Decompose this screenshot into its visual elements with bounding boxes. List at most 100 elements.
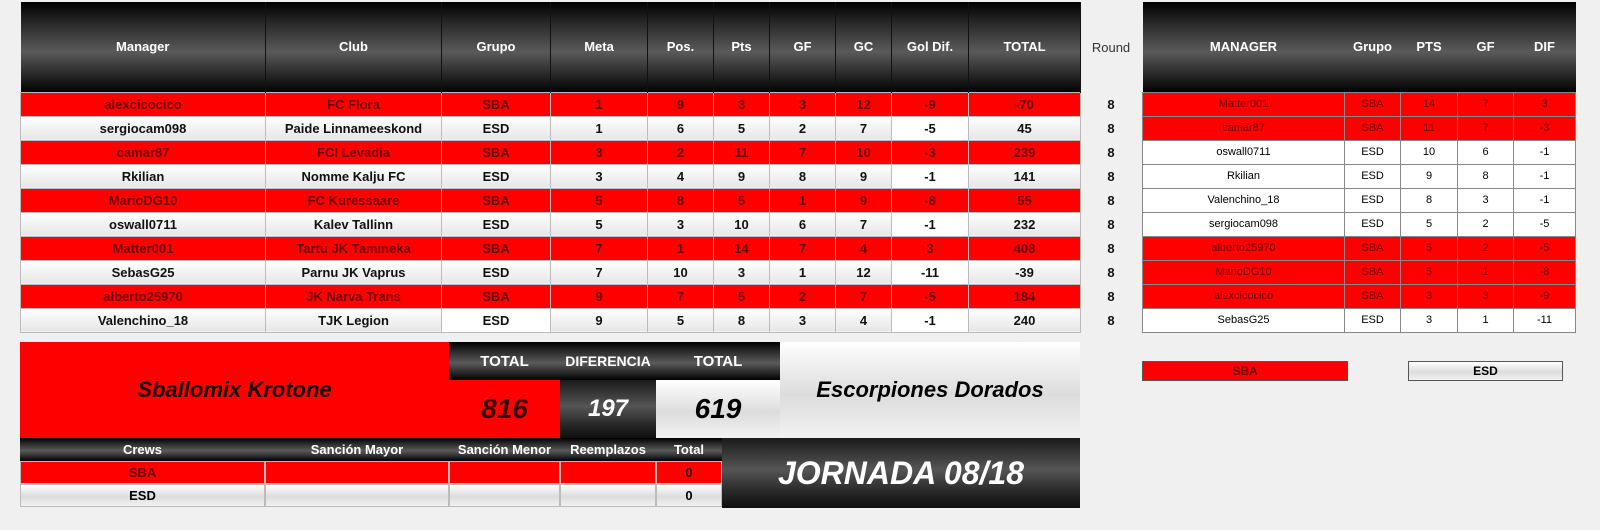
ranking-cell-pts[interactable]: 3 — [1400, 283, 1458, 309]
table-row[interactable]: oswall0711 Kalev Tallinn ESD 5 3 10 6 7 -1 232 — [20, 211, 1081, 237]
ranking-cell-dif[interactable]: -3 — [1513, 115, 1576, 141]
cell-gc[interactable]: 7 — [835, 283, 892, 309]
cell-pos[interactable]: 10 — [647, 259, 714, 285]
ranking-cell-gf[interactable]: 3 — [1457, 187, 1514, 213]
ranking-cell-dif[interactable]: -5 — [1513, 211, 1576, 237]
cell-manager[interactable]: MarioDG10 — [20, 187, 266, 213]
col-header-gf[interactable]: GF — [769, 2, 836, 92]
cell-pos[interactable]: 3 — [647, 211, 714, 237]
cell-total[interactable]: 55 — [968, 187, 1081, 213]
cell-gol-dif[interactable]: -5 — [891, 115, 969, 141]
ranking-cell-manager[interactable]: camar87 — [1142, 115, 1345, 141]
ranking-cell-grupo[interactable]: ESD — [1344, 163, 1401, 189]
ranking-row[interactable]: Valenchino_18 ESD 8 3 -1 — [1142, 187, 1576, 213]
cell-gf[interactable]: 1 — [769, 187, 836, 213]
cell-gf[interactable]: 2 — [769, 115, 836, 141]
cell-manager[interactable]: SebasG25 — [20, 259, 266, 285]
cell-grupo[interactable]: ESD — [441, 259, 551, 285]
ranking-cell-pts[interactable]: 8 — [1400, 187, 1458, 213]
cell-manager[interactable]: camar87 — [20, 139, 266, 165]
ranking-cell-manager[interactable]: sergiocam098 — [1142, 211, 1345, 237]
cell-total[interactable]: 408 — [968, 235, 1081, 261]
col-header-gol-dif[interactable]: Gol Dif. — [891, 2, 969, 92]
ranking-cell-dif[interactable]: -8 — [1513, 259, 1576, 285]
cell-grupo[interactable]: SBA — [441, 283, 551, 309]
cell-gf[interactable]: 7 — [769, 139, 836, 165]
crew-reemplazos-esd[interactable] — [560, 484, 656, 507]
ranking-cell-dif[interactable]: -1 — [1513, 139, 1576, 165]
ranking-cell-dif[interactable]: -9 — [1513, 283, 1576, 309]
cell-grupo[interactable]: ESD — [441, 307, 551, 333]
col-header-club[interactable]: Club — [265, 2, 442, 92]
ranking-cell-grupo[interactable]: ESD — [1344, 139, 1401, 165]
col-header-meta[interactable]: Meta — [550, 2, 648, 92]
cell-pts[interactable]: 3 — [713, 91, 770, 117]
cell-meta[interactable]: 3 — [550, 139, 648, 165]
cell-club[interactable]: Paide Linnameeskond — [265, 115, 442, 141]
col-header-grupo[interactable]: Grupo — [441, 2, 551, 92]
cell-grupo[interactable]: SBA — [441, 139, 551, 165]
ranking-header-dif[interactable]: DIF — [1513, 2, 1576, 92]
cell-grupo[interactable]: ESD — [441, 211, 551, 237]
col-header-manager[interactable]: Manager — [20, 2, 266, 92]
table-row[interactable]: alexcicocico FC Flora SBA 1 9 3 3 12 -9 -70 — [20, 91, 1081, 117]
cell-club[interactable]: Nomme Kalju FC — [265, 163, 442, 189]
ranking-cell-dif[interactable]: -1 — [1513, 187, 1576, 213]
cell-pts[interactable]: 5 — [713, 115, 770, 141]
cell-gc[interactable]: 12 — [835, 259, 892, 285]
ranking-cell-dif[interactable]: -11 — [1513, 307, 1576, 333]
cell-pos[interactable]: 1 — [647, 235, 714, 261]
cell-meta[interactable]: 7 — [550, 235, 648, 261]
ranking-cell-grupo[interactable]: ESD — [1344, 211, 1401, 237]
ranking-row[interactable]: oswall0711 ESD 10 6 -1 — [1142, 139, 1576, 165]
cell-gol-dif[interactable]: 3 — [891, 235, 969, 261]
ranking-cell-pts[interactable]: 10 — [1400, 139, 1458, 165]
cell-gol-dif[interactable]: -11 — [891, 259, 969, 285]
ranking-header-grupo[interactable]: Grupo — [1344, 2, 1401, 92]
ranking-cell-gf[interactable]: 1 — [1457, 307, 1514, 333]
cell-club[interactable]: FC Flora — [265, 91, 442, 117]
cell-gc[interactable]: 4 — [835, 235, 892, 261]
ranking-cell-grupo[interactable]: SBA — [1344, 91, 1401, 117]
col-header-total[interactable]: TOTAL — [968, 2, 1081, 92]
ranking-cell-pts[interactable]: 9 — [1400, 163, 1458, 189]
cell-club[interactable]: Tartu JK Tammeka — [265, 235, 442, 261]
crew-sancion-menor-esd[interactable] — [449, 484, 560, 507]
col-header-pos[interactable]: Pos. — [647, 2, 714, 92]
cell-pts[interactable]: 5 — [713, 283, 770, 309]
cell-club[interactable]: TJK Legion — [265, 307, 442, 333]
ranking-cell-grupo[interactable]: ESD — [1344, 307, 1401, 333]
cell-meta[interactable]: 1 — [550, 115, 648, 141]
cell-pts[interactable]: 5 — [713, 187, 770, 213]
table-row[interactable]: sergiocam098 Paide Linnameeskond ESD 1 6 5 2 7-… — [20, 115, 1081, 141]
ranking-cell-manager[interactable]: alberto25970 — [1142, 235, 1345, 261]
cell-grupo[interactable]: SBA — [441, 187, 551, 213]
ranking-cell-pts[interactable]: 11 — [1400, 115, 1458, 141]
ranking-cell-gf[interactable]: 7 — [1457, 115, 1514, 141]
ranking-cell-pts[interactable]: 3 — [1400, 307, 1458, 333]
ranking-row[interactable]: MarioDG10 SBA 5 1 -8 — [1142, 259, 1576, 285]
ranking-cell-gf[interactable]: 7 — [1457, 91, 1514, 117]
ranking-cell-manager[interactable]: SebasG25 — [1142, 307, 1345, 333]
cell-manager[interactable]: alberto25970 — [20, 283, 266, 309]
col-header-gc[interactable]: GC — [835, 2, 892, 92]
cell-gf[interactable]: 6 — [769, 211, 836, 237]
cell-pts[interactable]: 14 — [713, 235, 770, 261]
cell-gc[interactable]: 9 — [835, 163, 892, 189]
cell-pos[interactable]: 6 — [647, 115, 714, 141]
ranking-cell-pts[interactable]: 14 — [1400, 91, 1458, 117]
cell-pos[interactable]: 5 — [647, 307, 714, 333]
cell-pos[interactable]: 2 — [647, 139, 714, 165]
cell-total[interactable]: -39 — [968, 259, 1081, 285]
cell-gc[interactable]: 10 — [835, 139, 892, 165]
cell-gol-dif[interactable]: -3 — [891, 139, 969, 165]
ranking-cell-grupo[interactable]: ESD — [1344, 187, 1401, 213]
cell-pts[interactable]: 3 — [713, 259, 770, 285]
cell-manager[interactable]: oswall0711 — [20, 211, 266, 237]
cell-gc[interactable]: 7 — [835, 115, 892, 141]
cell-pts[interactable]: 10 — [713, 211, 770, 237]
cell-club[interactable]: Kalev Tallinn — [265, 211, 442, 237]
cell-meta[interactable]: 1 — [550, 91, 648, 117]
cell-total[interactable]: 239 — [968, 139, 1081, 165]
cell-meta[interactable]: 7 — [550, 259, 648, 285]
